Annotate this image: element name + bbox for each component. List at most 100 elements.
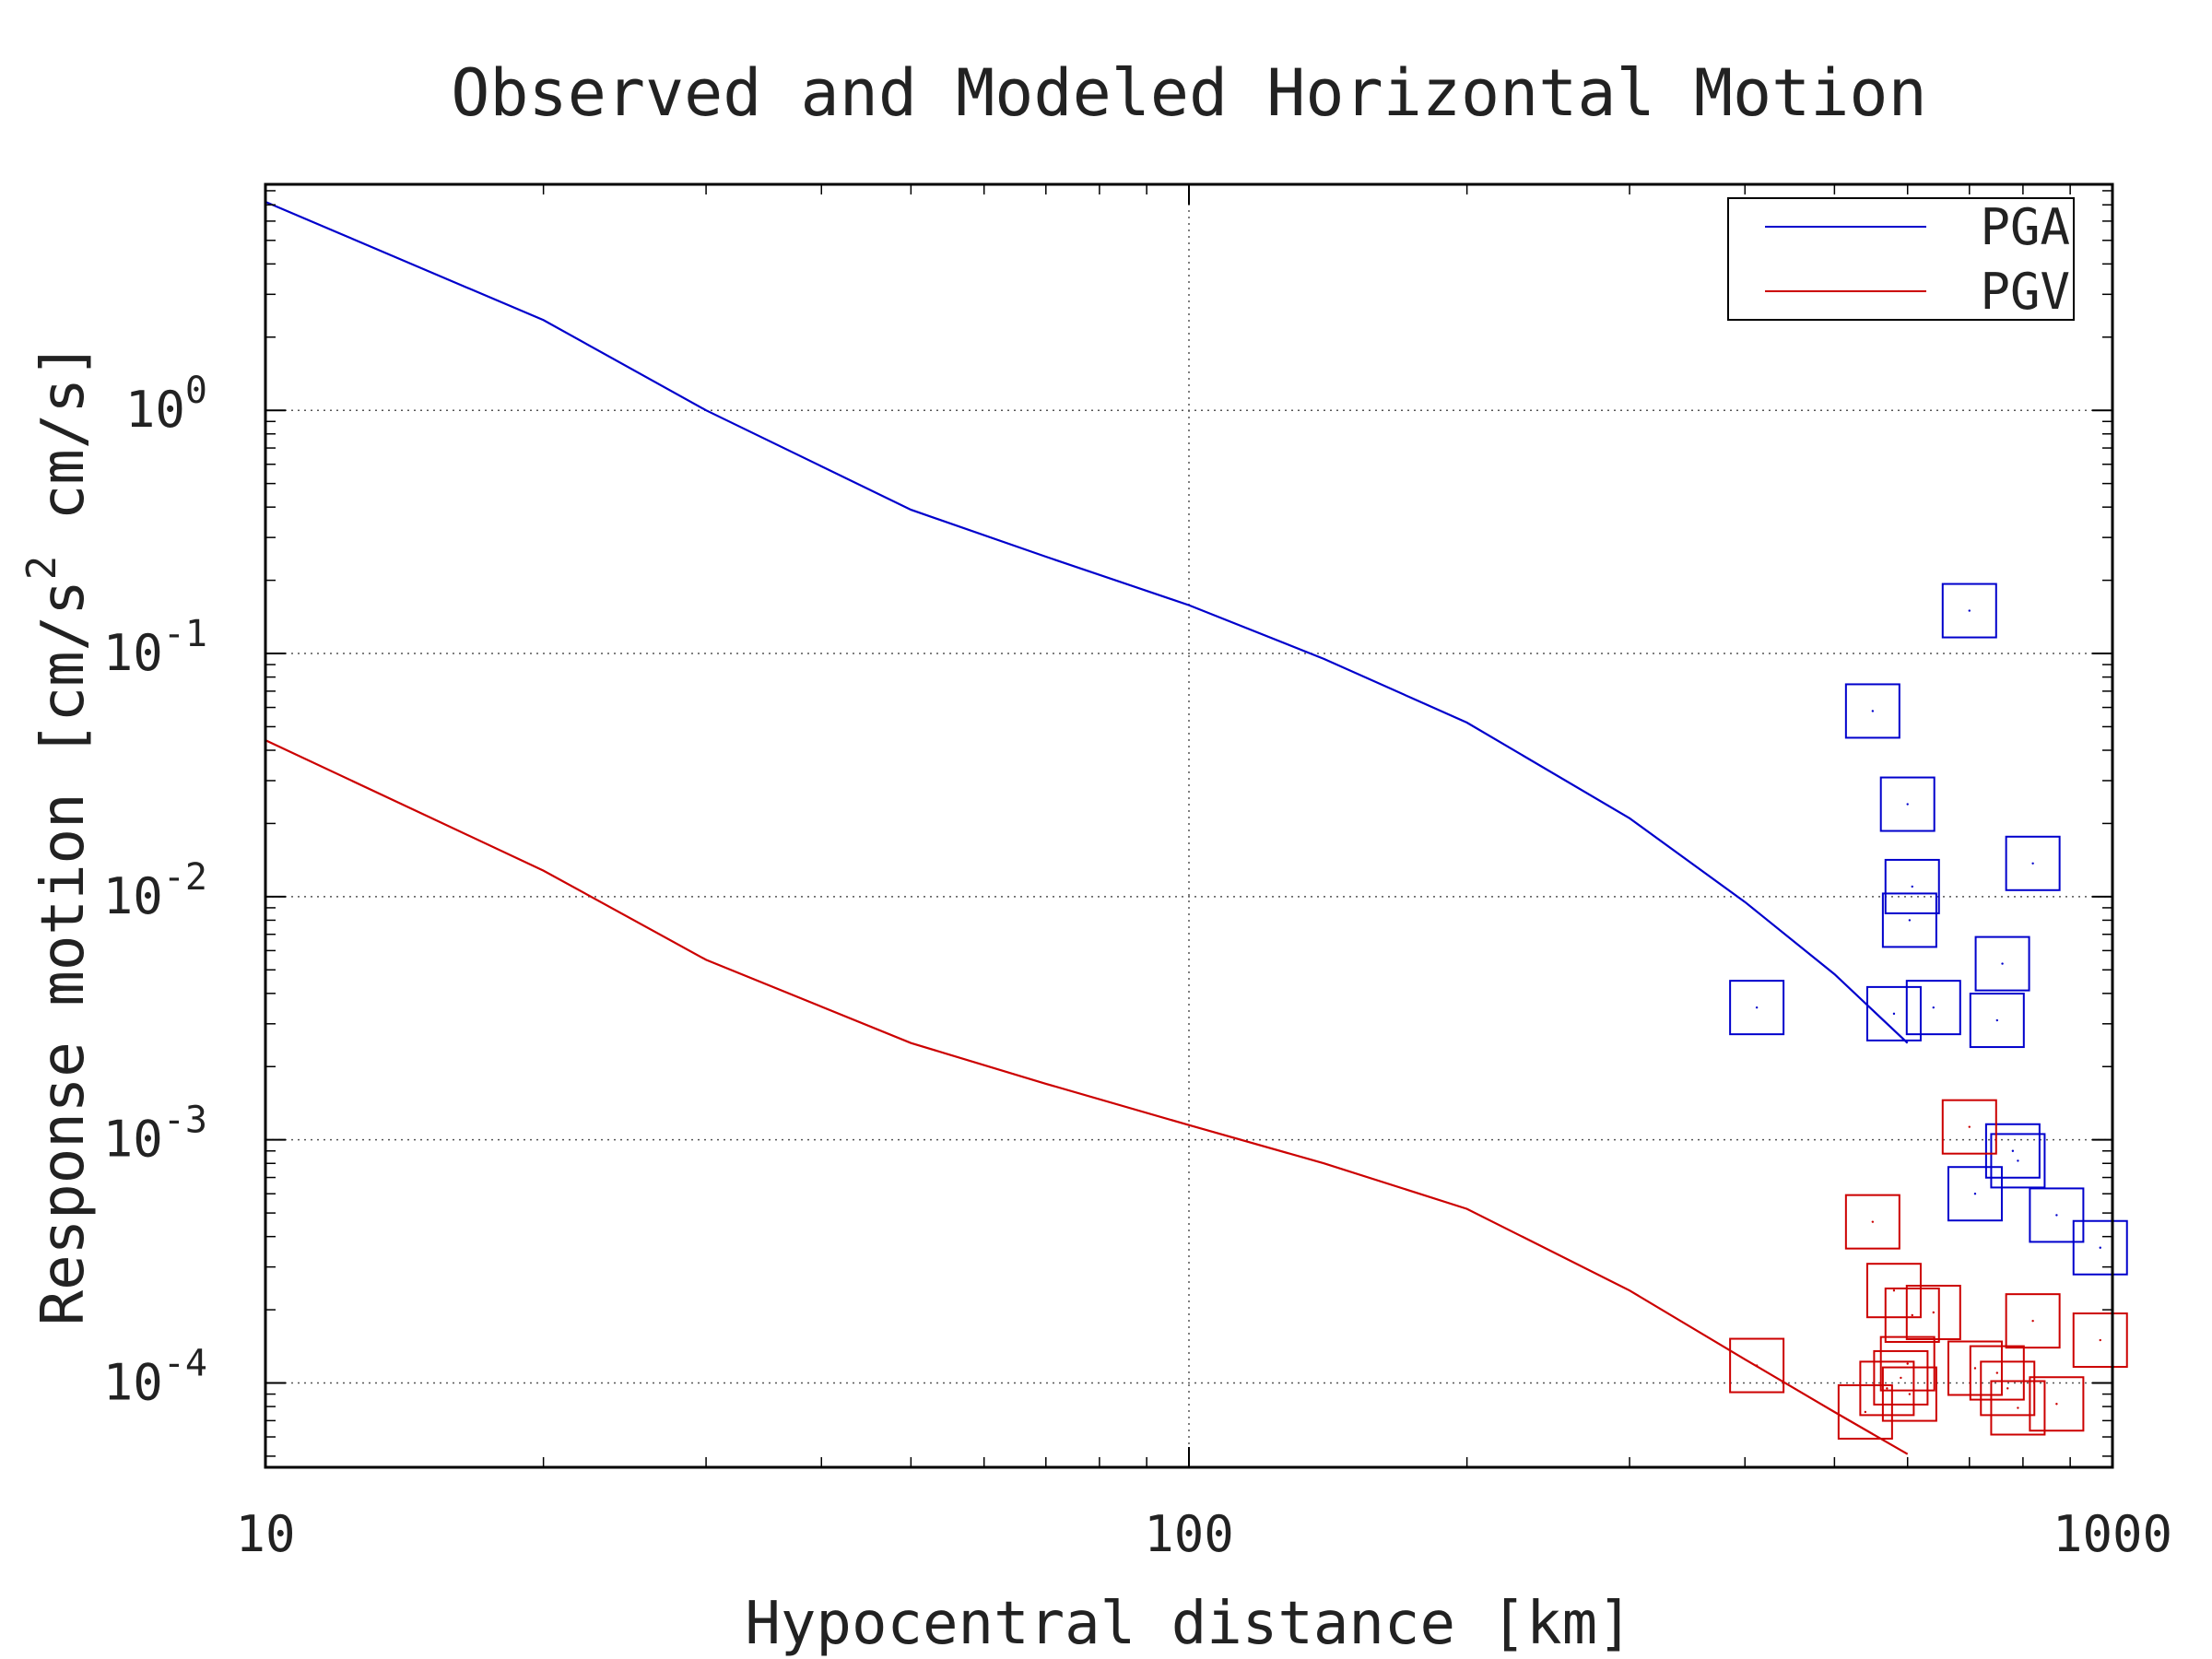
observation-point-pgv xyxy=(1729,1337,1785,1394)
observation-center-pgv xyxy=(1871,1220,1875,1223)
legend-label-pgv: PGV xyxy=(1980,263,2070,321)
observation-center-pgv xyxy=(1900,1376,1902,1380)
observation-center-pga xyxy=(1995,1018,1999,1022)
observation-center-pga xyxy=(1968,609,1971,612)
observation-center-pga xyxy=(1871,710,1875,712)
x-tick-label: 1000 xyxy=(2053,1505,2172,1563)
chart-title: Observed and Modeled Horizontal Motion xyxy=(451,55,1926,131)
y-tick-exponent: -2 xyxy=(163,856,207,899)
y-axis-label: Response motion [cm/s2 cm/s] xyxy=(18,343,98,1326)
observation-center-pga xyxy=(1932,1006,1935,1009)
y-tick-exponent: -3 xyxy=(163,1100,207,1142)
observation-center-pga xyxy=(2031,862,2034,865)
observation-point-pga xyxy=(1947,1166,2003,1222)
x-tick-labels: 10 100 1000 xyxy=(235,1505,2172,1563)
observation-markers xyxy=(1729,582,2128,1440)
observation-center-pga xyxy=(2017,1159,2019,1162)
observation-point-pga xyxy=(1905,980,1961,1036)
y-axis-label-main: Response motion [cm/s xyxy=(29,580,98,1325)
y-tick-exponent: 0 xyxy=(185,370,207,412)
observation-point-pga xyxy=(2029,1187,2085,1243)
observation-point-pgv xyxy=(1980,1360,2036,1417)
observation-point-pgv xyxy=(2005,1293,2061,1349)
y-tick-label: 100 xyxy=(125,370,207,439)
observation-point-pgv xyxy=(2029,1376,2085,1432)
y-tick-base: 10 xyxy=(125,381,185,439)
observation-point-pga xyxy=(1884,858,1940,914)
y-tick-label: 10-3 xyxy=(103,1100,207,1169)
x-tick-label: 10 xyxy=(235,1505,295,1563)
observation-point-pga xyxy=(1729,980,1785,1036)
observation-point-pga xyxy=(1844,683,1900,739)
observation-center-pgv xyxy=(2006,1387,2009,1390)
legend-box xyxy=(1727,197,2075,321)
observation-point-pgv xyxy=(1873,1349,1929,1406)
observation-center-pgv xyxy=(1864,1410,1867,1414)
observation-point-pgv xyxy=(1905,1284,1961,1340)
series-line-pga xyxy=(265,200,1909,1044)
observation-center-pga xyxy=(1911,885,1913,888)
observation-center-pgv xyxy=(2017,1406,2019,1409)
observation-center-pga xyxy=(1892,1012,1896,1016)
observation-center-pgv xyxy=(1906,1362,1909,1365)
series-line-pgv xyxy=(265,739,1909,1455)
observation-point-pgv xyxy=(1844,1194,1900,1250)
observation-center-pgv xyxy=(1908,1393,1912,1395)
observation-point-pga xyxy=(1969,993,2025,1049)
observation-point-pgv xyxy=(1865,1263,1922,1319)
observation-point-pga xyxy=(1881,892,1937,948)
y-tick-label: 10-2 xyxy=(103,856,207,925)
observation-center-pga xyxy=(2099,1246,2101,1249)
observation-point-pga xyxy=(1984,1123,2041,1179)
observation-point-pgv xyxy=(2072,1312,2128,1369)
observation-point-pga xyxy=(2072,1219,2128,1276)
tick-marks xyxy=(265,184,2113,1467)
observation-center-pgv xyxy=(2055,1403,2058,1406)
observation-center-pgv xyxy=(1995,1371,1999,1374)
x-axis-label: Hypocentral distance [km] xyxy=(745,1590,1632,1658)
series-lines xyxy=(265,200,1909,1455)
observation-point-pgv xyxy=(1881,1366,1937,1422)
y-tick-base: 10 xyxy=(103,1111,163,1169)
observation-center-pgv xyxy=(1755,1364,1759,1367)
y-tick-exponent: -4 xyxy=(163,1343,207,1385)
observation-center-pgv xyxy=(1973,1367,1977,1370)
y-tick-base: 10 xyxy=(103,867,163,925)
observation-point-pgv xyxy=(1941,1099,1997,1155)
observation-center-pgv xyxy=(1932,1311,1935,1314)
observation-center-pgv xyxy=(1886,1387,1888,1390)
observation-center-pga xyxy=(2001,962,2004,965)
observation-point-pgv xyxy=(1859,1360,1915,1417)
observation-point-pgv xyxy=(1969,1345,2025,1401)
observation-point-pgv xyxy=(1990,1380,2046,1436)
y-tick-exponent: -1 xyxy=(163,613,207,655)
observation-point-pga xyxy=(2005,835,2061,891)
y-tick-label: 10-4 xyxy=(103,1343,207,1412)
observation-center-pga xyxy=(1906,803,1909,806)
observation-center-pga xyxy=(2011,1149,2015,1152)
observation-center-pgv xyxy=(1968,1125,1971,1128)
observation-point-pga xyxy=(1865,985,1922,1041)
observation-point-pga xyxy=(1941,582,1997,639)
observation-center-pga xyxy=(2055,1214,2058,1217)
observation-point-pga xyxy=(1990,1133,2046,1189)
y-axis-label-superscript: 2 xyxy=(18,556,65,581)
observation-point-pgv xyxy=(1947,1340,2003,1396)
x-tick-label: 100 xyxy=(1144,1505,1234,1563)
observation-center-pgv xyxy=(1892,1288,1896,1292)
legend-label-pga: PGA xyxy=(1980,198,2070,256)
observation-center-pga xyxy=(1973,1193,1977,1195)
y-tick-base: 10 xyxy=(103,1354,163,1412)
y-tick-base: 10 xyxy=(103,624,163,682)
observation-center-pgv xyxy=(2099,1338,2101,1342)
observation-point-pgv xyxy=(1884,1287,1940,1343)
y-axis-label-tail: cm/s] xyxy=(29,343,98,556)
observation-center-pga xyxy=(1755,1006,1759,1009)
observation-center-pga xyxy=(1908,919,1912,922)
y-tick-label: 10-1 xyxy=(103,613,207,682)
legend: PGA PGV xyxy=(1727,197,2075,321)
observation-point-pgv xyxy=(1837,1383,1893,1440)
observation-point-pga xyxy=(1879,776,1936,832)
